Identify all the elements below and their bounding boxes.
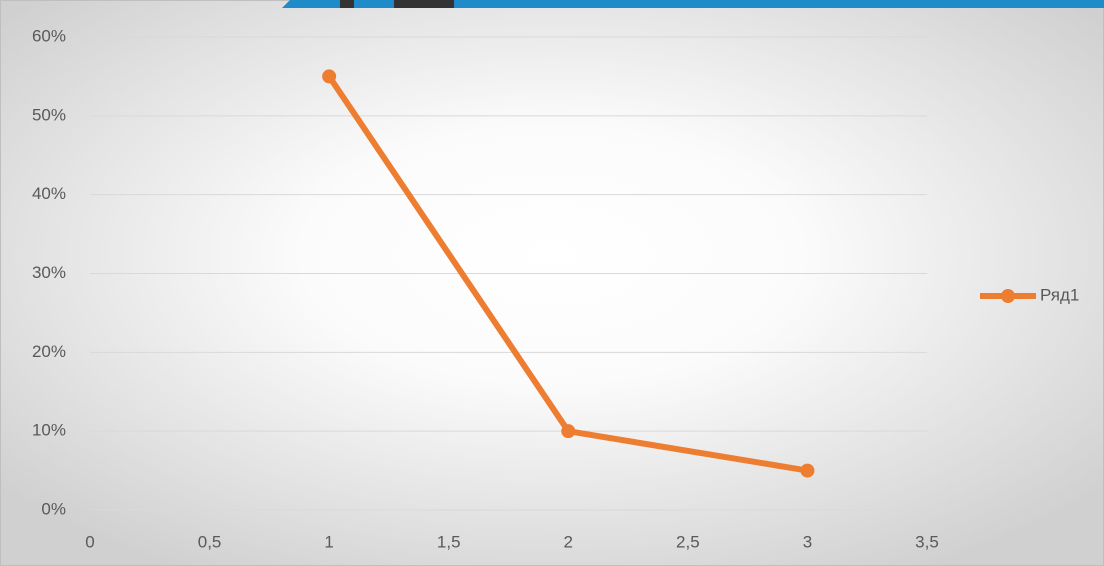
y-tick-label: 40%: [32, 184, 66, 203]
x-tick-label: 3,5: [915, 532, 939, 551]
x-tick-label: 2: [564, 532, 573, 551]
top-strip-block: [340, 0, 354, 8]
x-tick-label: 0: [85, 532, 94, 551]
legend-marker: [1001, 289, 1015, 303]
y-tick-label: 60%: [32, 26, 66, 45]
x-tick-label: 1: [324, 532, 333, 551]
x-tick-label: 1,5: [437, 532, 461, 551]
y-tick-label: 50%: [32, 105, 66, 124]
marker: [800, 463, 815, 478]
marker: [561, 424, 576, 439]
legend-label: Ряд1: [1040, 285, 1079, 304]
top-strip-block: [394, 0, 454, 8]
x-tick-label: 3: [803, 532, 812, 551]
x-tick-label: 2,5: [676, 532, 700, 551]
y-tick-label: 0%: [41, 499, 66, 518]
marker: [322, 69, 337, 84]
y-tick-label: 30%: [32, 263, 66, 282]
y-tick-label: 20%: [32, 342, 66, 361]
y-tick-label: 10%: [32, 421, 66, 440]
x-tick-label: 0,5: [198, 532, 222, 551]
top-strip: [282, 0, 1104, 8]
